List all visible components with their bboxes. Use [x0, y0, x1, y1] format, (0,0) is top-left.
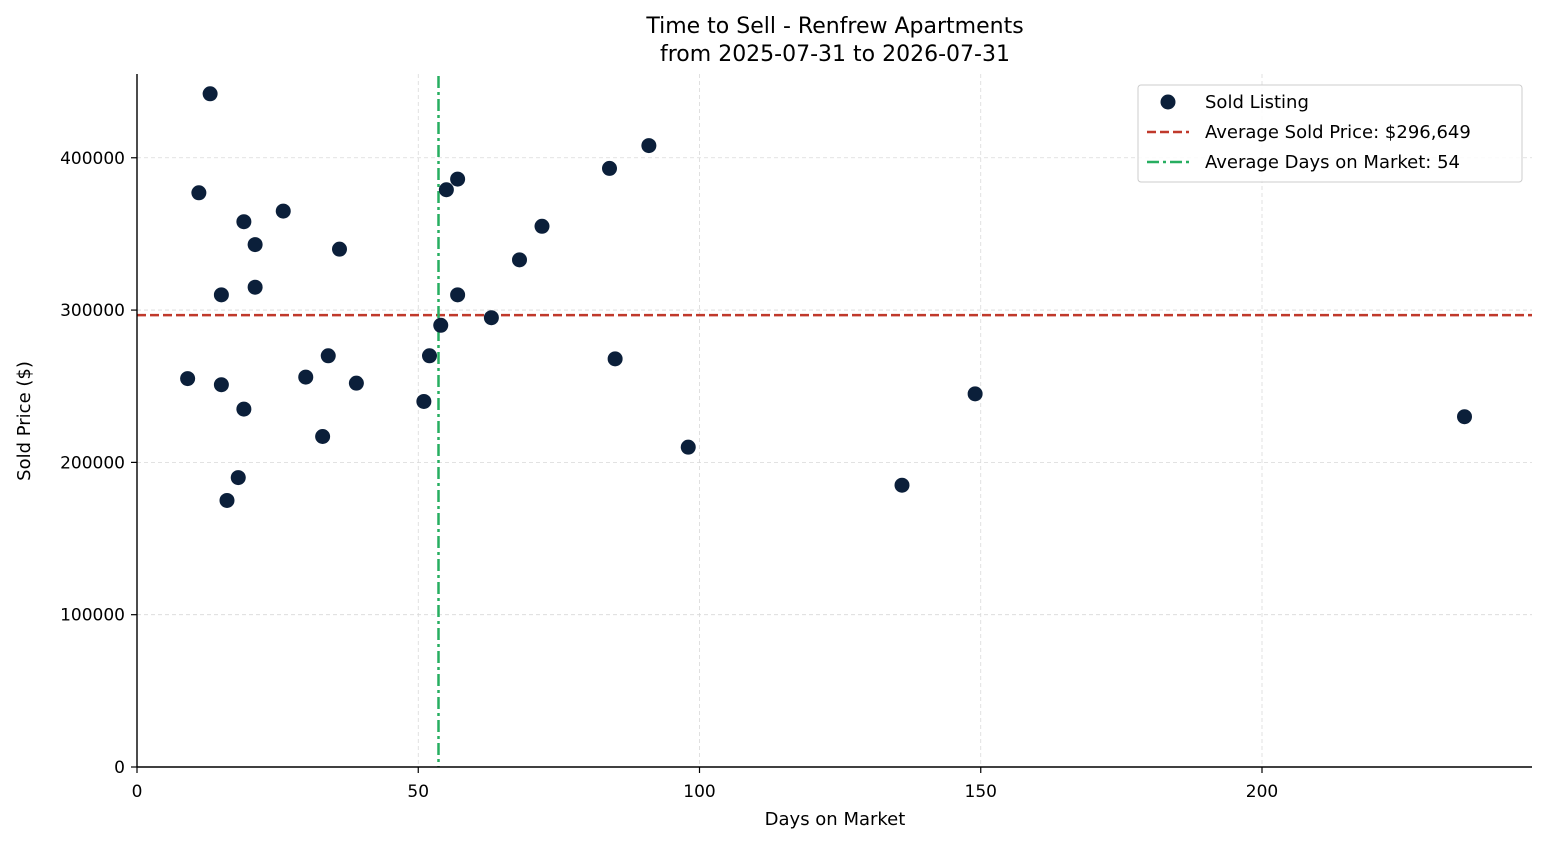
data-point [298, 369, 314, 385]
chart-title: Time to Sell - Renfrew Apartments [645, 14, 1023, 39]
legend-label-average-sold-price: Average Sold Price: $296,649 [1205, 122, 1471, 143]
data-point [219, 492, 235, 508]
data-point [180, 371, 196, 387]
data-point [438, 182, 454, 198]
legend-label-sold-listing: Sold Listing [1205, 92, 1309, 113]
data-point [422, 348, 437, 364]
x-tick-label: 200 [1246, 782, 1278, 802]
x-tick-label: 0 [132, 782, 143, 802]
data-point [236, 401, 252, 417]
data-point [275, 203, 291, 219]
data-point [450, 171, 466, 187]
legend-marker-sold-listing [1160, 94, 1176, 110]
data-point [483, 310, 499, 326]
legend: Sold Listing Average Sold Price: $296,64… [1137, 84, 1523, 183]
data-point [602, 160, 617, 176]
data-point [320, 348, 336, 364]
data-point [247, 279, 263, 295]
tick-labels: 0 50 100 150 200 0 100000 200000 300000 400000 [60, 149, 1278, 802]
axes [131, 74, 1532, 773]
y-tick-label: 400000 [60, 149, 125, 169]
y-tick-label: 300000 [60, 301, 125, 321]
data-point [894, 477, 910, 493]
data-point [348, 375, 364, 391]
data-point [202, 86, 218, 102]
data-point [641, 138, 657, 154]
data-point [332, 241, 347, 257]
data-point [967, 386, 983, 402]
data-point [230, 470, 246, 486]
y-tick-label: 0 [114, 758, 125, 778]
data-point [213, 377, 229, 393]
data-points [180, 86, 1472, 508]
data-point [416, 393, 432, 409]
data-point [607, 351, 623, 367]
data-point [680, 439, 696, 455]
y-tick-label: 100000 [60, 606, 125, 626]
data-point [1457, 409, 1472, 425]
data-point [213, 287, 229, 303]
data-point [247, 237, 263, 253]
data-point [236, 214, 252, 230]
legend-box [1137, 84, 1523, 183]
y-axis-title: Sold Price ($) [14, 361, 35, 481]
data-point [512, 252, 527, 268]
legend-label-average-days: Average Days on Market: 54 [1205, 152, 1460, 173]
y-tick-label: 200000 [60, 453, 125, 473]
data-point [450, 287, 466, 303]
data-point [315, 428, 331, 444]
x-tick-label: 150 [965, 782, 997, 802]
reference-lines [137, 76, 1532, 767]
x-tick-label: 50 [407, 782, 429, 802]
data-point [534, 218, 550, 234]
x-axis-title: Days on Market [765, 809, 906, 830]
chart-subtitle: from 2025-07-31 to 2026-07-31 [660, 42, 1010, 67]
data-point [433, 317, 449, 333]
data-point [191, 185, 207, 201]
x-tick-label: 100 [683, 782, 715, 802]
